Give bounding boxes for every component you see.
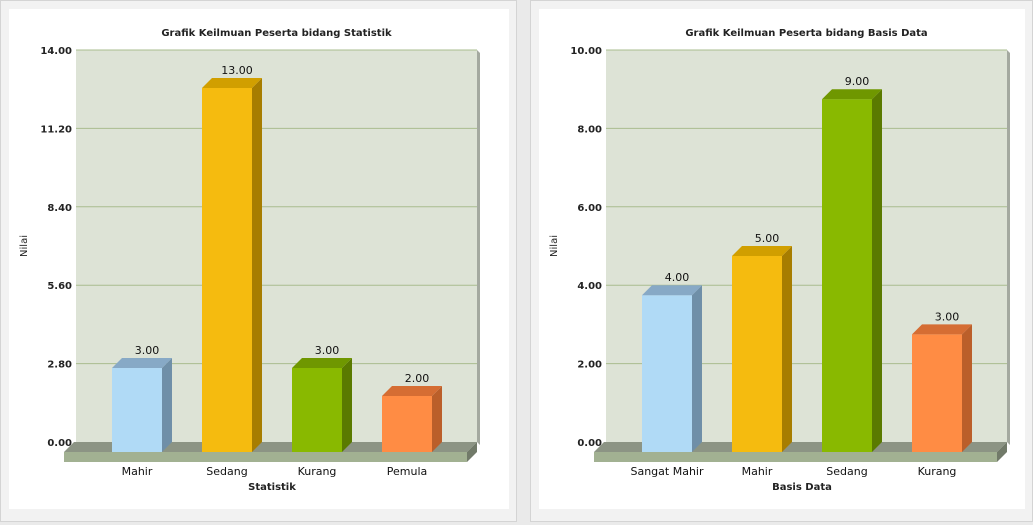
y-tick-label: 4.00 — [577, 281, 602, 292]
x-tick-label: Mahir — [122, 465, 153, 478]
bar-front — [642, 295, 692, 452]
chart-statistik: 0.00 2.80 5.60 8.40 11.20 14.00 3.00 Mahir 13.00… — [9, 9, 509, 509]
y-tick-label: 14.00 — [40, 46, 72, 57]
y-tick-label: 6.00 — [577, 203, 602, 214]
bar-side — [782, 246, 792, 452]
value-label: 13.00 — [221, 64, 253, 77]
bar-side — [692, 285, 702, 452]
bar-front — [292, 368, 342, 452]
value-label: 3.00 — [315, 344, 340, 357]
y-tick-label: 8.40 — [47, 203, 72, 214]
value-label: 3.00 — [935, 310, 960, 323]
y-tick-label: 11.20 — [40, 124, 72, 135]
bar-top — [822, 89, 882, 100]
bar-top — [112, 358, 172, 368]
value-label: 2.00 — [405, 372, 430, 385]
bar-sangat-mahir — [642, 285, 702, 452]
bar-front — [732, 256, 782, 452]
y-tick-label: 5.60 — [47, 281, 72, 292]
bar-mahir — [732, 246, 792, 452]
bar-kurang — [912, 324, 972, 452]
y-tick-label: 0.00 — [577, 438, 602, 449]
bar-side — [342, 358, 352, 452]
bar-sedang — [202, 78, 262, 452]
floor-side — [997, 442, 1007, 462]
x-tick-label: Sangat Mahir — [630, 465, 703, 478]
bar-mahir — [112, 358, 172, 452]
value-label: 9.00 — [845, 75, 870, 88]
chart-title: Grafik Keilmuan Peserta bidang Statistik — [161, 28, 392, 39]
value-label: 5.00 — [755, 232, 780, 245]
bar-front — [202, 88, 252, 452]
y-tick-label: 2.00 — [577, 360, 602, 371]
bar-side — [962, 324, 972, 452]
x-tick-label: Mahir — [742, 465, 773, 478]
chart-title: Grafik Keilmuan Peserta bidang Basis Dat… — [685, 28, 927, 39]
x-tick-label: Kurang — [918, 465, 957, 478]
bar-front — [822, 99, 872, 452]
bar-top — [292, 358, 352, 368]
y-axis-title: Nilai — [19, 235, 30, 257]
bar-top — [382, 386, 442, 396]
bar-top — [642, 285, 702, 296]
bar-kurang — [292, 358, 352, 452]
bar-top — [732, 246, 792, 256]
value-label: 4.00 — [665, 271, 690, 284]
y-axis-title: Nilai — [549, 235, 560, 257]
chart-panel-basis-data: 0.00 2.00 4.00 6.00 8.00 10.00 4.00 Sangat Mahi… — [530, 0, 1033, 522]
bar-sedang — [822, 89, 882, 452]
bar-side — [872, 89, 882, 452]
chart-panel-statistik: 0.00 2.80 5.60 8.40 11.20 14.00 3.00 Mahir 13.00… — [0, 0, 517, 522]
bar-front — [112, 368, 162, 452]
x-axis-title: Basis Data — [772, 482, 832, 493]
x-tick-label: Pemula — [387, 465, 428, 478]
floor-front — [594, 452, 997, 462]
x-tick-label: Sedang — [206, 465, 247, 478]
chart-basis-data: 0.00 2.00 4.00 6.00 8.00 10.00 4.00 Sangat Mahi… — [539, 9, 1025, 509]
bar-top — [202, 78, 262, 88]
y-tick-label: 2.80 — [47, 360, 72, 371]
value-label: 3.00 — [135, 344, 160, 357]
plot-side-wall — [477, 50, 480, 445]
x-axis-title: Statistik — [248, 482, 296, 493]
y-tick-label: 8.00 — [577, 124, 602, 135]
bar-front — [912, 334, 962, 452]
y-tick-label: 0.00 — [47, 438, 72, 449]
bar-side — [432, 386, 442, 452]
bar-front — [382, 396, 432, 452]
bar-pemula — [382, 386, 442, 452]
y-tick-label: 10.00 — [570, 46, 602, 57]
floor-side — [467, 442, 477, 462]
bar-top — [912, 324, 972, 335]
bar-side — [252, 78, 262, 452]
bar-side — [162, 358, 172, 452]
plot-side-wall — [1007, 50, 1010, 445]
floor-front — [64, 452, 467, 462]
x-tick-label: Sedang — [826, 465, 867, 478]
x-tick-label: Kurang — [298, 465, 337, 478]
